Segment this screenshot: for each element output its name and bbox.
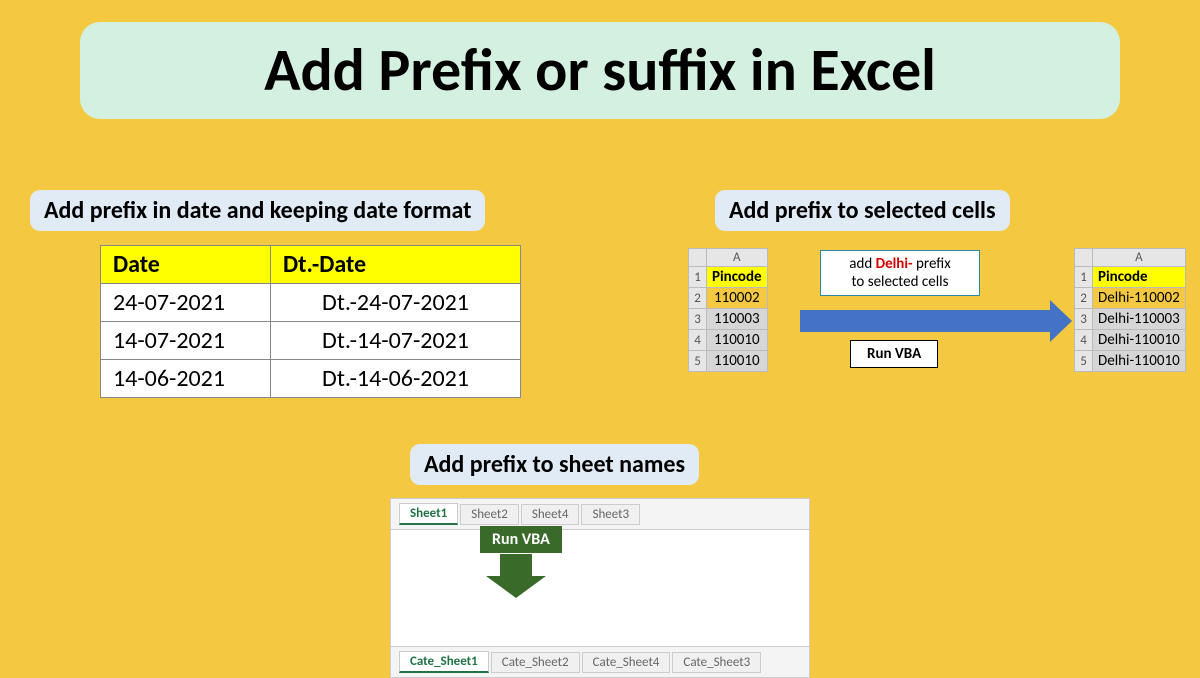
callout-text: add [849, 255, 875, 273]
table-row: 14-07-2021 Dt.-14-07-2021 [101, 322, 521, 360]
section-sheet-names: Add prefix to sheet names [410, 444, 699, 485]
run-vba-arrow-label: Run VBA [480, 526, 562, 553]
date-table: Date Dt.-Date 24-07-2021 Dt.-24-07-2021 … [100, 245, 521, 398]
table-row: 14-06-2021 Dt.-14-06-2021 [101, 360, 521, 398]
section-label: Add prefix to selected cells [715, 190, 1010, 231]
sheet-tab[interactable]: Sheet1 [399, 503, 458, 525]
table-header: Dt.-Date [271, 246, 521, 284]
arrow-down-icon [500, 554, 532, 578]
sheet-tabs-demo: Sheet1 Sheet2 Sheet4 Sheet3 Cate_Sheet1 … [390, 498, 810, 678]
section-label: Add prefix to sheet names [410, 444, 699, 485]
sheet-tab[interactable]: Cate_Sheet2 [491, 652, 580, 673]
tab-row-after: Cate_Sheet1 Cate_Sheet2 Cate_Sheet4 Cate… [391, 646, 809, 677]
sheet-tab[interactable]: Cate_Sheet1 [399, 651, 489, 673]
sheet-tab[interactable]: Cate_Sheet3 [672, 652, 761, 673]
sheet-tab[interactable]: Cate_Sheet4 [582, 652, 671, 673]
sheet-tab[interactable]: Sheet2 [460, 504, 519, 525]
section-label: Add prefix in date and keeping date form… [30, 190, 485, 231]
arrow-right-icon [800, 310, 1050, 332]
mini-grid-before: A 1Pincode 2110002 3110003 4110010 51100… [688, 248, 768, 372]
sheet-tab[interactable]: Sheet3 [581, 504, 640, 525]
table-header: Date [101, 246, 271, 284]
callout-box: add Delhi- prefix to selected cells [820, 250, 980, 296]
mini-grid-after: A 1Pincode 2Delhi-110002 3Delhi-110003 4… [1074, 248, 1186, 372]
page-title: Add Prefix or suffix in Excel [80, 22, 1120, 119]
table-row: 24-07-2021 Dt.-24-07-2021 [101, 284, 521, 322]
run-vba-label: Run VBA [850, 340, 938, 368]
section-date-prefix: Add prefix in date and keeping date form… [30, 190, 485, 231]
tab-row-before: Sheet1 Sheet2 Sheet4 Sheet3 [391, 499, 809, 530]
sheet-tab[interactable]: Sheet4 [521, 504, 580, 525]
section-selected-cells: Add prefix to selected cells [715, 190, 1010, 231]
